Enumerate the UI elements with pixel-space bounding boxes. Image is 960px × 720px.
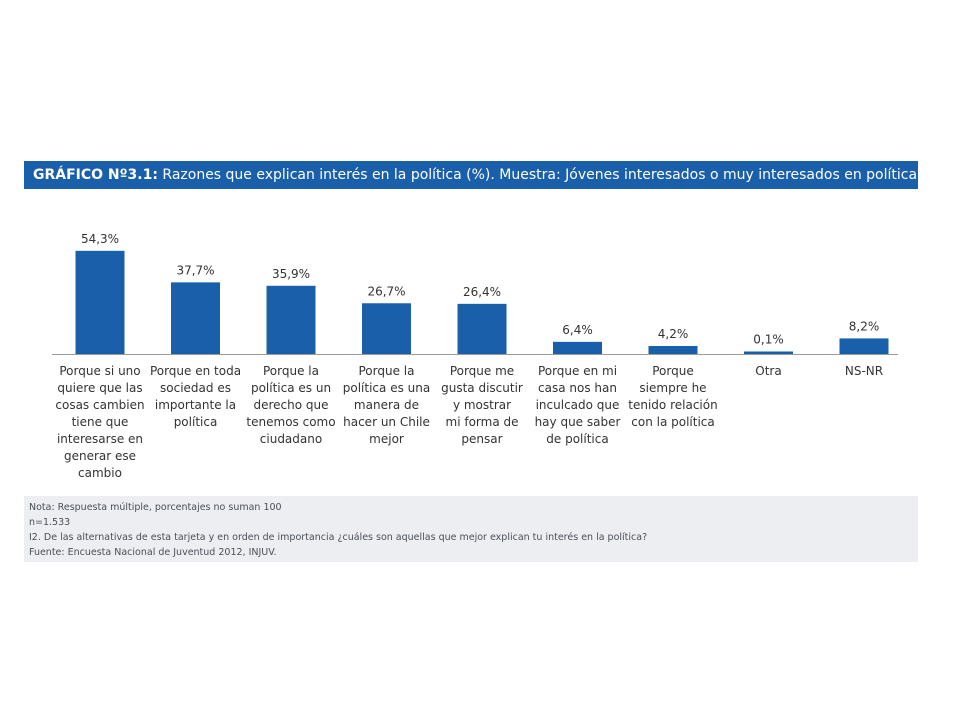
bar-value-label: 26,7% xyxy=(367,284,405,298)
bar xyxy=(553,341,602,354)
notes-box: Nota: Respuesta múltiple, porcentajes no… xyxy=(24,496,918,562)
category-label: Porque la política es una manera de hacer u… xyxy=(343,364,430,446)
bar xyxy=(457,303,507,354)
category-label: Porque siempre he tenido relación con la po… xyxy=(628,364,717,429)
bar xyxy=(362,303,411,354)
note-line: n=1.533 xyxy=(29,517,71,528)
note-line: Nota: Respuesta múltiple, porcentajes no… xyxy=(29,502,282,513)
bar-chart: 54,3% Porque si uno quiere que las cosas ca… xyxy=(52,232,898,480)
category-label: Otra xyxy=(755,364,781,378)
note-line: I2. De las alternativas de esta tarjeta … xyxy=(29,532,648,543)
bar-value-label: 8,2% xyxy=(849,319,880,333)
bar xyxy=(171,282,220,354)
bar xyxy=(266,285,316,354)
chart-title-bar: GRÁFICO Nº3.1: Razones que explican inte… xyxy=(24,161,918,189)
category-label: Porque me gusta discutir y mostrar mi forma… xyxy=(441,364,523,446)
category-label: Porque en toda sociedad es importante la po… xyxy=(150,364,241,429)
bar xyxy=(648,346,698,354)
bar-value-label: 35,9% xyxy=(272,267,310,281)
bar-value-label: 26,4% xyxy=(463,285,501,299)
note-line: Fuente: Encuesta Nacional de Juventud 20… xyxy=(29,547,277,558)
category-label: Porque la política es un derecho que tenemo… xyxy=(246,364,335,446)
bar-value-label: 54,3% xyxy=(81,232,119,246)
chart-title-text: Razones que explican interés en la polít… xyxy=(162,167,918,183)
bar xyxy=(75,250,125,354)
bar xyxy=(839,338,889,354)
bar xyxy=(744,351,793,354)
bar-value-label: 37,7% xyxy=(176,263,214,277)
bar-value-label: 0,1% xyxy=(753,333,784,347)
category-label: NS-NR xyxy=(845,364,883,378)
category-label: Porque en mi casa nos han inculcado que hay… xyxy=(535,364,621,446)
chart-title-prefix: GRÁFICO Nº3.1: xyxy=(33,167,158,183)
bar-value-label: 4,2% xyxy=(658,327,689,341)
bar-value-label: 6,4% xyxy=(562,323,593,337)
category-label: Porque si uno quiere que las cosas cambien… xyxy=(55,364,144,480)
